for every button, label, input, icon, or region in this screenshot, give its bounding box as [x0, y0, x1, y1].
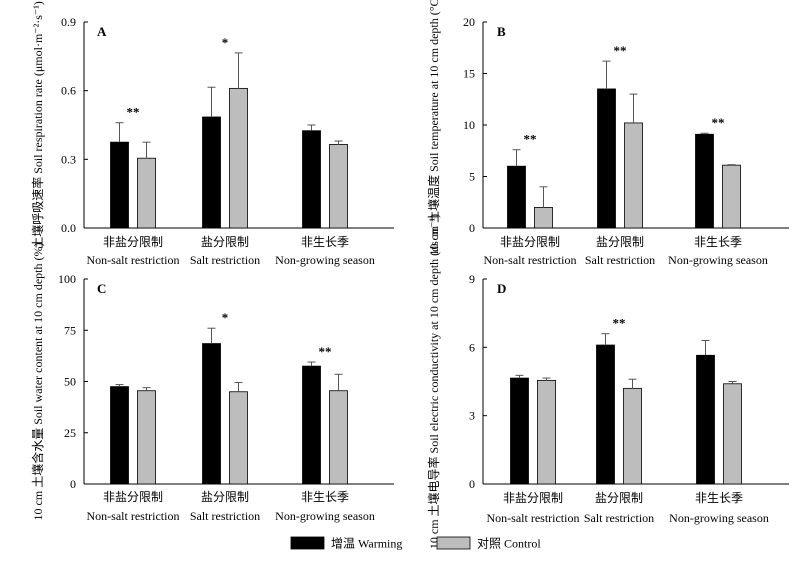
bar-warming — [696, 354, 715, 485]
panel-C: 0 25 50 75 100 C 10 cm 土壤含水量 Soil water conten… — [30, 243, 394, 523]
category-label-cn: 非生长季 — [694, 235, 742, 249]
bar-control — [623, 387, 642, 485]
category-label-en: Non-growing season — [668, 253, 768, 267]
bar-warming — [507, 165, 526, 229]
category-label-cn: 非生长季 — [301, 235, 349, 249]
bar-warming — [302, 365, 321, 485]
bar-control — [229, 87, 248, 229]
significance-mark: ** — [712, 115, 725, 130]
legend: 增温 Warming 对照 Control — [290, 536, 541, 551]
y-tick-label: 9 — [469, 272, 475, 286]
y-tick-label: 0.3 — [61, 152, 76, 166]
bar-control — [537, 379, 556, 485]
category-label-cn: 非生长季 — [301, 490, 349, 504]
bar-control — [534, 206, 553, 229]
significance-mark: ** — [524, 132, 537, 147]
category-label-cn: 非盐分限制 — [503, 491, 563, 505]
bar-control — [137, 390, 156, 485]
panel-label: C — [97, 281, 106, 296]
y-tick-label: 6 — [469, 340, 475, 354]
panel-label: A — [97, 24, 107, 39]
legend-swatch-control — [436, 536, 471, 550]
bar-control — [624, 122, 643, 229]
category-label-en: Non-growing season — [275, 253, 375, 267]
bar-control — [137, 157, 156, 229]
bar-warming — [596, 344, 615, 485]
category-label-cn: 非盐分限制 — [500, 235, 560, 249]
y-axis-title: 10 cm 土壤含水量 Soil water content at 10 cm … — [30, 243, 45, 521]
bar-warming — [597, 88, 616, 229]
panel-A: 0.0 0.3 0.6 0.9 A 土壤呼吸速率 Soil respiration rat… — [30, 1, 394, 267]
category-label-en: Non-salt restriction — [87, 253, 180, 267]
bar-warming — [202, 343, 221, 485]
y-tick-label: 20 — [463, 15, 475, 29]
category-label-en: Non-salt restriction — [487, 511, 580, 525]
y-tick-label: 0.9 — [61, 15, 76, 29]
y-tick-label: 50 — [64, 375, 76, 389]
y-tick-label: 0.0 — [61, 221, 76, 235]
y-tick-label: 75 — [64, 323, 76, 337]
y-tick-label: 15 — [463, 67, 475, 81]
significance-mark: * — [222, 310, 229, 325]
category-label-cn: 非生长季 — [695, 491, 743, 505]
category-label-en: Non-growing season — [669, 511, 769, 525]
bar-warming — [695, 133, 714, 229]
legend-label-warming: 增温 Warming — [331, 537, 402, 551]
y-tick-label: 3 — [469, 409, 475, 423]
bar-control — [722, 164, 741, 229]
significance-mark: * — [222, 35, 229, 50]
category-label-en: Non-salt restriction — [484, 253, 577, 267]
y-tick-label: 25 — [64, 426, 76, 440]
chart-panels: 0.0 0.3 0.6 0.9 A 土壤呼吸速率 Soil respiration rat… — [30, 0, 789, 549]
category-label-en: Salt restriction — [584, 511, 654, 525]
significance-mark: ** — [319, 344, 332, 359]
category-label-en: Non-growing season — [275, 509, 375, 523]
bar-warming — [510, 377, 529, 485]
y-axis-title: 土壤呼吸速率 Soil respiration rate (μmol·m⁻²·s… — [30, 1, 45, 249]
significance-mark: ** — [614, 43, 627, 58]
bar-warming — [202, 116, 221, 229]
bar-control — [329, 144, 348, 229]
y-axis-title: 10 cm 土壤温度 Soil temperature at 10 cm dep… — [426, 0, 441, 256]
bar-control — [229, 391, 248, 485]
bar-control — [723, 383, 742, 485]
bar-warming — [302, 130, 321, 229]
category-label-en: Non-salt restriction — [87, 509, 180, 523]
bar-warming — [110, 386, 129, 485]
y-tick-label: 0 — [469, 221, 475, 235]
legend-swatch-warming — [290, 536, 325, 550]
category-label-cn: 盐分限制 — [201, 490, 249, 504]
y-tick-label: 0 — [469, 477, 475, 491]
y-tick-label: 0.6 — [61, 84, 76, 98]
significance-mark: ** — [613, 316, 626, 331]
y-tick-label: 5 — [469, 170, 475, 184]
category-label-en: Salt restriction — [585, 253, 655, 267]
category-label-cn: 盐分限制 — [595, 491, 643, 505]
panel-B: 0 5 10 15 20 B 10 cm 土壤温度 Soil temperature at … — [426, 0, 789, 267]
bar-warming — [110, 141, 129, 229]
significance-mark: ** — [127, 105, 140, 120]
category-label-en: Salt restriction — [190, 509, 260, 523]
bar-control — [329, 390, 348, 485]
category-label-cn: 盐分限制 — [596, 235, 644, 249]
category-label-cn: 非盐分限制 — [103, 490, 163, 504]
y-tick-label: 0 — [70, 477, 76, 491]
y-tick-label: 10 — [463, 118, 475, 132]
panel-label: B — [497, 24, 506, 39]
legend-label-control: 对照 Control — [477, 537, 541, 551]
panel-D: 0 3 6 9 D 10 cm 土壤电导率 Soil electric conductiv… — [426, 214, 789, 549]
y-tick-label: 100 — [58, 272, 76, 286]
panel-label: D — [497, 281, 506, 296]
category-label-en: Salt restriction — [190, 253, 260, 267]
category-label-cn: 非盐分限制 — [103, 235, 163, 249]
category-label-cn: 盐分限制 — [201, 235, 249, 249]
y-axis-title: 10 cm 土壤电导率 Soil electric conductivity a… — [426, 214, 441, 549]
